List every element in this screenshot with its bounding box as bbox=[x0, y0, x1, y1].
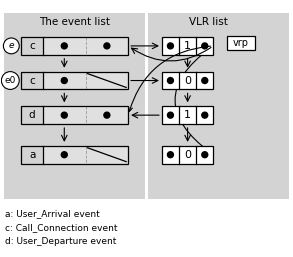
Bar bbox=[148, 13, 289, 199]
Circle shape bbox=[202, 78, 208, 84]
Circle shape bbox=[104, 43, 110, 49]
Bar bbox=[43, 72, 128, 89]
Circle shape bbox=[202, 152, 208, 158]
Bar bbox=[21, 72, 128, 89]
Circle shape bbox=[61, 112, 67, 118]
Text: a: a bbox=[29, 150, 35, 160]
FancyArrowPatch shape bbox=[175, 48, 211, 153]
Text: c: Call_Connection event: c: Call_Connection event bbox=[5, 223, 118, 232]
Circle shape bbox=[61, 43, 67, 49]
Bar bbox=[21, 146, 128, 164]
Bar bbox=[21, 106, 128, 124]
Text: 0: 0 bbox=[184, 150, 191, 160]
Text: The event list: The event list bbox=[39, 17, 110, 27]
Text: 0: 0 bbox=[184, 76, 191, 86]
Circle shape bbox=[61, 78, 67, 84]
Bar bbox=[162, 146, 213, 164]
Text: VLR list: VLR list bbox=[189, 17, 228, 27]
FancyArrowPatch shape bbox=[129, 46, 211, 111]
Text: a: User_Arrival event: a: User_Arrival event bbox=[5, 209, 100, 218]
Bar bbox=[43, 146, 128, 164]
Bar bbox=[21, 37, 128, 55]
Text: e: e bbox=[8, 41, 14, 50]
Text: vrp: vrp bbox=[233, 38, 249, 48]
Circle shape bbox=[202, 112, 208, 118]
Text: 1: 1 bbox=[184, 41, 191, 51]
Text: 1: 1 bbox=[184, 110, 191, 120]
Bar bbox=[43, 106, 128, 124]
Text: e0: e0 bbox=[5, 76, 16, 85]
Text: c: c bbox=[29, 41, 35, 51]
Circle shape bbox=[1, 72, 19, 89]
Text: d: d bbox=[29, 110, 35, 120]
Bar bbox=[162, 37, 213, 55]
Text: c: c bbox=[29, 76, 35, 86]
Circle shape bbox=[104, 112, 110, 118]
Text: d: User_Departure event: d: User_Departure event bbox=[5, 237, 117, 246]
Circle shape bbox=[168, 112, 173, 118]
Bar bbox=[162, 106, 213, 124]
Bar bbox=[4, 13, 145, 199]
Bar bbox=[162, 72, 213, 89]
Bar bbox=[227, 36, 255, 50]
Circle shape bbox=[168, 152, 173, 158]
Circle shape bbox=[168, 43, 173, 49]
Circle shape bbox=[4, 38, 19, 54]
Circle shape bbox=[168, 78, 173, 84]
Circle shape bbox=[61, 152, 67, 158]
Circle shape bbox=[202, 43, 208, 49]
Bar bbox=[43, 37, 128, 55]
